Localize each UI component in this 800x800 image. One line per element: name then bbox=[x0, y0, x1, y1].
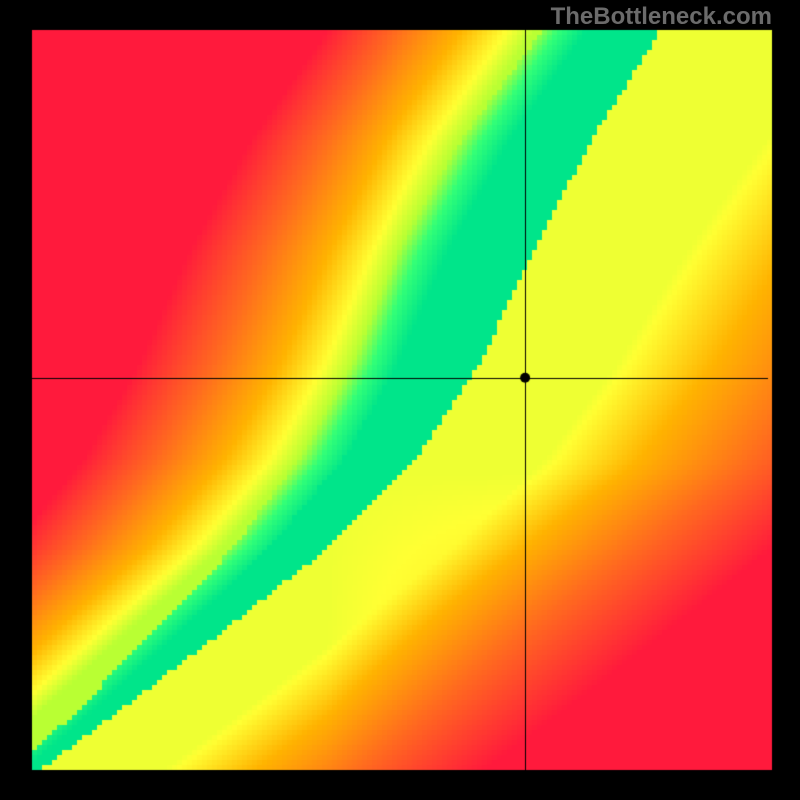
watermark-text: TheBottleneck.com bbox=[551, 3, 772, 31]
bottleneck-heatmap bbox=[0, 0, 800, 800]
